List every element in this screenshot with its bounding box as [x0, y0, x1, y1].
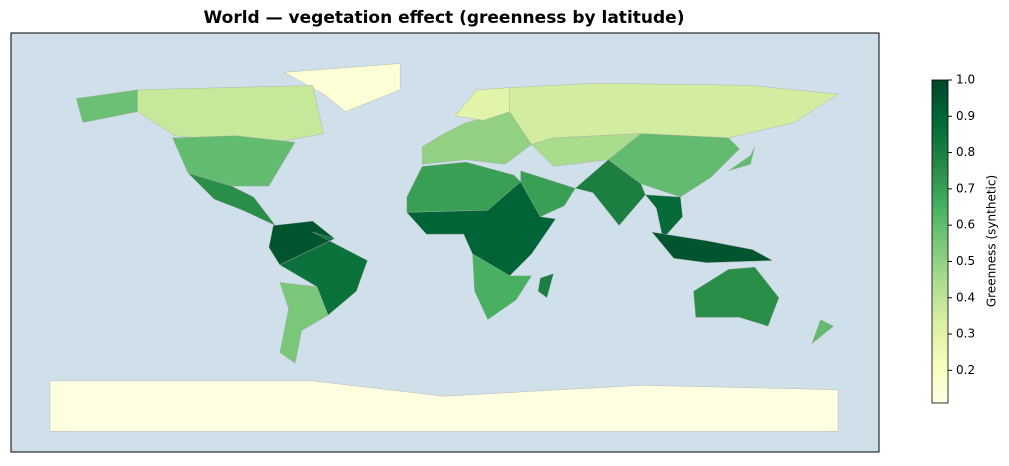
- colorbar-tick-label: 0.3: [956, 327, 975, 341]
- region: [651, 231, 774, 263]
- region: [607, 133, 740, 198]
- colorbar-tick-label: 1.0: [956, 73, 975, 87]
- colorbar-label: Greenness (synthetic): [985, 175, 999, 307]
- region: [472, 253, 532, 320]
- colorbar-tick-label: 0.5: [956, 254, 975, 268]
- region: [75, 89, 138, 123]
- region: [728, 146, 755, 171]
- colorbar-axis: 0.2 0.3 0.4 0.5 0.6 0.7 0.8 0.9 1.0: [948, 73, 975, 377]
- region: [49, 380, 839, 432]
- colorbar-tick-label: 0.7: [956, 181, 975, 195]
- region: [279, 282, 329, 364]
- region: [811, 319, 834, 345]
- map: [49, 63, 839, 432]
- chart-title: World — vegetation effect (greenness by …: [204, 8, 685, 28]
- region: [520, 170, 576, 217]
- region: [283, 63, 401, 112]
- colorbar-tick-label: 0.8: [956, 145, 975, 159]
- colorbar: [931, 79, 949, 404]
- colorbar-tick-label: 0.6: [956, 218, 975, 232]
- region: [644, 194, 683, 240]
- region: [693, 266, 780, 327]
- region: [406, 181, 556, 277]
- colorbar-tick-label: 0.2: [956, 363, 975, 377]
- colorbar-tick-label: 0.9: [956, 109, 975, 123]
- colorbar-tick-label: 0.4: [956, 290, 975, 304]
- region: [537, 273, 554, 299]
